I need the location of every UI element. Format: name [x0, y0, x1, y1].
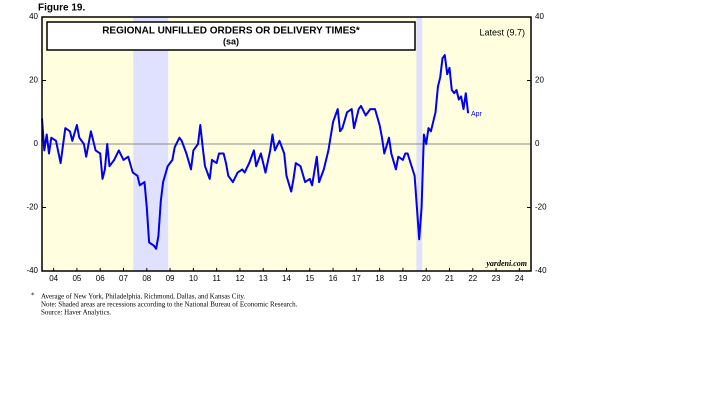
y-tick-label: 40 — [29, 12, 38, 21]
x-tick-label: 07 — [119, 274, 128, 283]
source-mark: yardeni.com — [485, 259, 527, 268]
latest-annotation: Latest (9.7) — [479, 27, 525, 37]
x-tick-label: 20 — [422, 274, 431, 283]
x-tick-label: 18 — [375, 274, 384, 283]
y-tick-label: 20 — [29, 76, 38, 85]
x-tick-label: 08 — [142, 274, 151, 283]
y2-tick-label: -40 — [535, 266, 547, 275]
x-tick-label: 06 — [96, 274, 105, 283]
y2-tick-label: 40 — [535, 12, 544, 21]
x-tick-label: 24 — [515, 274, 524, 283]
x-tick-label: 19 — [398, 274, 407, 283]
x-tick-label: 22 — [468, 274, 477, 283]
x-tick-label: 17 — [352, 274, 361, 283]
x-tick-label: 10 — [189, 274, 198, 283]
y2-tick-label: 20 — [535, 76, 544, 85]
x-tick-label: 23 — [492, 274, 501, 283]
data-line — [41, 54, 470, 250]
end-annotation: Apr — [471, 111, 483, 118]
footnote: Average of New York, Philadelphia, Richm… — [41, 293, 245, 301]
plot-frame — [41, 16, 532, 272]
x-tick-label: 04 — [49, 274, 58, 283]
x-tick-label: 12 — [235, 274, 244, 283]
footnote: Source: Haver Analytics. — [41, 309, 111, 317]
x-tick-label: 11 — [212, 274, 221, 283]
plot-area: -40 -40 -20 -20 0 0 20 20 40 40 04 05 06 07 08 09 10 11 12… — [26, 12, 547, 283]
x-tick-label: 05 — [72, 274, 81, 283]
y-tick-label: 0 — [34, 139, 39, 148]
x-tick-label: 16 — [329, 274, 338, 283]
x-tick-label: 13 — [259, 274, 268, 283]
figure-label: Figure 19. — [38, 3, 85, 14]
y-tick-label: -20 — [26, 203, 38, 212]
footnote-marker: * — [31, 292, 35, 300]
x-tick-label: 15 — [305, 274, 314, 283]
footnote: Note: Shaded areas are recessions accord… — [41, 301, 298, 309]
y-tick-label: -40 — [26, 266, 38, 275]
x-tick-label: 09 — [166, 274, 175, 283]
chart-title: REGIONAL UNFILLED ORDERS OR DELIVERY TIM… — [102, 26, 360, 37]
x-tick-label: 14 — [282, 274, 291, 283]
y2-tick-label: -20 — [535, 203, 547, 212]
chart-subtitle: (sa) — [223, 36, 239, 46]
title-box — [46, 21, 416, 51]
y2-tick-label: 0 — [535, 139, 540, 148]
x-tick-label: 21 — [445, 274, 454, 283]
